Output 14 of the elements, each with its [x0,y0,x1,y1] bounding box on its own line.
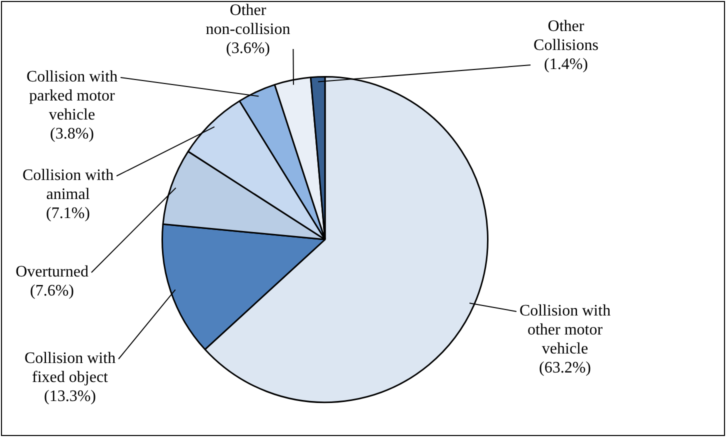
slice-label: Collision with fixed object [24,350,116,386]
slice-label: Collision with animal [22,167,114,204]
data-label: (7.1%) [46,205,90,222]
slice-label: Collision with parked motor vehicle [26,68,118,124]
data-label: (3.8%) [50,126,94,143]
slice-label: Overturned [16,264,88,281]
data-label: (3.6%) [226,40,270,58]
data-label: (13.3%) [44,388,96,406]
data-label: (7.6%) [30,282,74,300]
slice-label: Other Collisions [534,18,598,54]
data-label: (1.4%) [544,56,588,74]
slice-label: Collision with other motor vehicle [519,302,611,358]
data-label: (63.2%) [539,360,591,377]
slice-label: Other non-collision [206,2,290,38]
